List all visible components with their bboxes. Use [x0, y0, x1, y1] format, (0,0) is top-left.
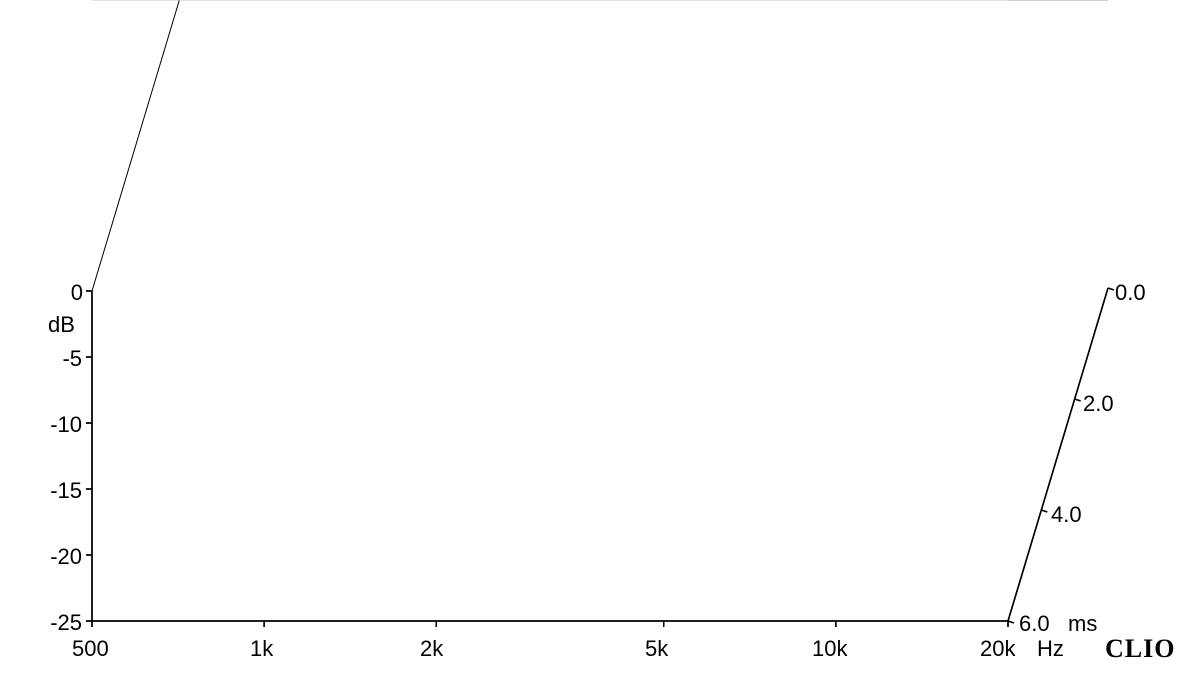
x-tick-20k: 20k [980, 636, 1015, 662]
x-tick-1k: 1k [250, 636, 273, 662]
x-tick-10k: 10k [812, 636, 847, 662]
z-axis-label: ms [1068, 611, 1097, 637]
y-tick-20: -20 [41, 544, 82, 570]
z-tick-0: 0.0 [1115, 280, 1146, 306]
z-tick-6: 6.0 [1019, 611, 1050, 637]
z-tick-2: 2.0 [1083, 391, 1114, 417]
z-tick-4: 4.0 [1051, 502, 1082, 528]
y-tick-5: -5 [52, 346, 82, 372]
y-tick-0: 0 [55, 280, 83, 306]
y-axis-label: dB [48, 312, 75, 338]
x-axis-label: Hz [1037, 636, 1064, 662]
y-tick-15: -15 [41, 478, 82, 504]
x-tick-2k: 2k [420, 636, 443, 662]
x-tick-5k: 5k [645, 636, 668, 662]
brand-logo: CLIO [1105, 634, 1175, 664]
y-tick-10: -10 [41, 412, 82, 438]
page-root: 0 dB -5 -10 -15 -20 -25 500 1k 2k 5k 10k… [0, 0, 1200, 691]
x-tick-500: 500 [72, 636, 109, 662]
waterfall-plot [0, 0, 1200, 691]
y-tick-25: -25 [41, 610, 82, 636]
